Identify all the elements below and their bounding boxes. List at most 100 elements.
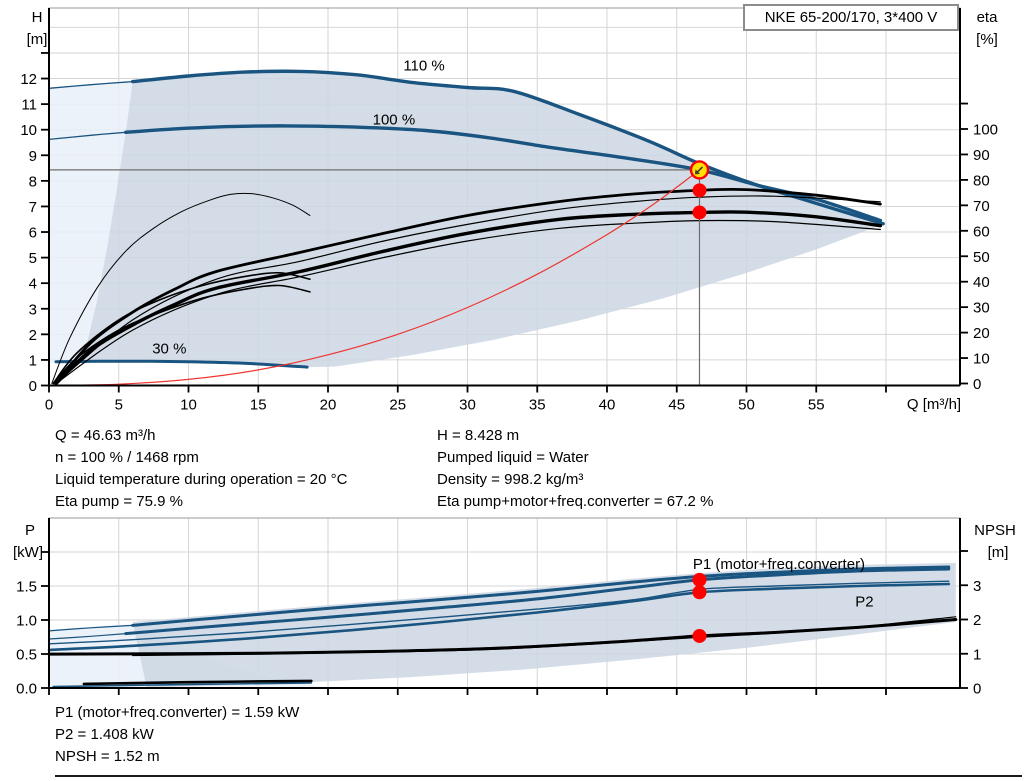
- eta-tall-thin-curve: [51, 192, 311, 384]
- p2-curve: [47, 582, 951, 652]
- p1-110pct-curve: [131, 565, 951, 627]
- left-tick-label: 9: [29, 148, 37, 165]
- operating-point-dot: [692, 628, 707, 643]
- readout-line-eta-total: Eta pump+motor+freq.converter = 67.2 %: [437, 493, 714, 510]
- duty-readout-right: H = 8.428 m Pumped liquid = Water Densit…: [437, 425, 713, 513]
- bottom-tick-label: 50: [738, 397, 755, 414]
- right-tick-label: 90: [973, 147, 990, 164]
- curve-110pct-minflow: [48, 80, 134, 89]
- axis-title: [kW]: [13, 544, 43, 561]
- bottom-tick-label: 10: [180, 397, 197, 414]
- readout-line-npsh: NPSH = 1.52 m: [55, 748, 160, 765]
- left-tick-label: 1.5: [16, 579, 37, 596]
- right-tick-label: 50: [973, 249, 990, 266]
- right-tick-label: 10: [973, 351, 990, 368]
- curve-100pct-minflow: [48, 131, 127, 141]
- right-tick-label: 30: [973, 300, 990, 317]
- duty-point-arrow: [696, 166, 704, 173]
- p1-100pct-minflow: [48, 633, 127, 640]
- left-tick-label: 0: [29, 378, 37, 395]
- curve-label: P2: [855, 593, 873, 610]
- eta-total-curve-thin: [55, 219, 881, 385]
- footer-divider: [55, 775, 1022, 777]
- right-tick-label: 40: [973, 274, 990, 291]
- left-tick-label: 10: [20, 122, 37, 139]
- duty-readout-bottom: P1 (motor+freq.converter) = 1.59 kW P2 =…: [55, 702, 299, 768]
- operating-point-dot: [692, 183, 707, 198]
- left-tick-label: 12: [20, 71, 37, 88]
- right-tick-label: 80: [973, 172, 990, 189]
- right-tick-label: 2: [973, 612, 981, 629]
- p1-110pct-minflow: [48, 624, 134, 632]
- bottom-tick-label: 45: [668, 397, 685, 414]
- readout-line-p2: P2 = 1.408 kW: [55, 726, 154, 743]
- readout-line-p1: P1 (motor+freq.converter) = 1.59 kW: [55, 704, 300, 721]
- curve-label: 100 %: [373, 112, 416, 129]
- npsh-curve: [47, 618, 958, 656]
- axis-title: [%]: [976, 31, 998, 48]
- p1-curve: [124, 567, 951, 636]
- readout-line-speed: n = 100 % / 1468 rpm: [55, 449, 199, 466]
- duty-readout-left: Q = 46.63 m³/h n = 100 % / 1468 rpm Liqu…: [55, 425, 347, 513]
- readout-line-flow: Q = 46.63 m³/h: [55, 427, 156, 444]
- left-tick-label: 1: [29, 352, 37, 369]
- bottom-tick-label: 40: [599, 397, 616, 414]
- axis-title: Q [m³/h]: [907, 396, 961, 413]
- readout-line-density: Density = 998.2 kg/m³: [437, 471, 584, 488]
- operating-point-dot: [692, 205, 707, 220]
- curve-label: 30 %: [152, 341, 186, 358]
- bottom-tick-label: 0: [45, 397, 53, 414]
- readout-line-eta-pump: Eta pump = 75.9 %: [55, 493, 183, 510]
- right-tick-label: 0: [973, 376, 981, 393]
- curve-label: P1 (motor+freq.converter): [693, 556, 865, 573]
- axis-title: eta: [977, 9, 999, 26]
- bottom-tick-label: 15: [250, 397, 267, 414]
- bottom-tick-label: 55: [808, 397, 825, 414]
- p2-110pct-curve: [48, 580, 950, 645]
- axis-title: H: [32, 9, 43, 26]
- left-tick-label: 4: [29, 276, 37, 293]
- readout-line-liquid: Pumped liquid = Water: [437, 449, 589, 466]
- readout-line-temperature: Liquid temperature during operation = 20…: [55, 471, 348, 488]
- eta-lowspeed-curve-b: [52, 284, 311, 385]
- right-tick-label: 100: [973, 122, 998, 139]
- power-npsh-chart: 0.0 0.5 1.0 1.5 0 1 2 3 P [kW] NPSH [m] P1 (motor+fr…: [13, 517, 1016, 698]
- duty-point-arrowhead: [694, 169, 700, 175]
- bottom-tick-label: 20: [320, 397, 337, 414]
- axis-title: P: [25, 522, 35, 539]
- duty-range-band: [82, 71, 884, 368]
- left-tick-label: 11: [21, 97, 37, 114]
- power-range-band: [132, 562, 956, 688]
- left-tick-label: 2: [29, 327, 37, 344]
- curve-label: 110 %: [403, 57, 444, 74]
- left-tick-label: 7: [29, 199, 37, 216]
- p-30pct-black: [82, 679, 313, 686]
- min-flow-pale-region: [49, 81, 133, 363]
- right-tick-label: 0: [973, 681, 981, 698]
- left-tick-label: 0.5: [16, 647, 37, 664]
- curve-30pct: [54, 359, 309, 369]
- system-curve: [55, 169, 701, 386]
- left-tick-label: 0.0: [16, 681, 37, 698]
- right-tick-label: 70: [973, 198, 990, 215]
- eta-pump-curve: [54, 187, 882, 385]
- left-tick-label: 5: [29, 250, 37, 267]
- right-tick-label: 20: [973, 325, 990, 342]
- bottom-tick-label: 30: [459, 397, 476, 414]
- left-tick-label: 6: [29, 225, 37, 242]
- axis-title: NPSH: [974, 522, 1016, 539]
- bottom-tick-label: 35: [529, 397, 546, 414]
- axis-title: [m]: [27, 31, 48, 48]
- curve-100pct: [124, 124, 883, 223]
- left-tick-label: 3: [29, 301, 37, 318]
- readout-line-head: H = 8.428 m: [437, 427, 520, 444]
- pump-title-box: NKE 65-200/170, 3*400 V: [743, 4, 959, 31]
- p-30pct-blue: [52, 682, 313, 688]
- pump-model-label: NKE 65-200/170, 3*400 V: [764, 9, 938, 26]
- left-tick-label: 1.0: [16, 613, 37, 630]
- right-tick-label: 1: [973, 646, 981, 663]
- right-tick-label: 60: [973, 223, 990, 240]
- operating-point-dot: [692, 585, 707, 600]
